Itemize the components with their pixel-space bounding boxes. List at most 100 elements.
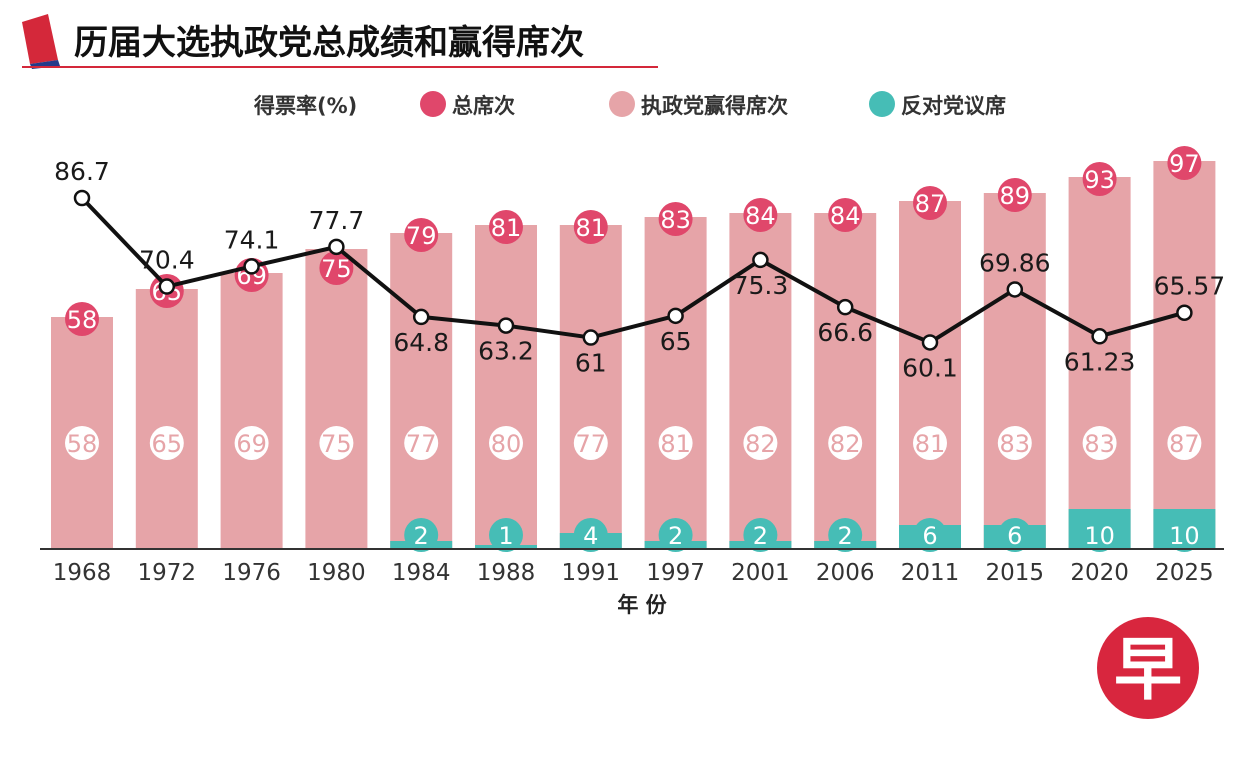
total-seats-bar-2015 (983, 193, 1046, 549)
total-seat-label-2006: 84 (830, 202, 861, 230)
total-seat-marker-2025 (1167, 146, 1202, 180)
ruling-seat-marker-2025 (1167, 426, 1202, 460)
vote-share-label-2025: 65.57 (1154, 272, 1226, 301)
logo-text: 早 (1114, 631, 1182, 710)
total-seat-label-1968: 58 (67, 306, 98, 334)
vote-share-label-1980: 77.7 (309, 206, 365, 235)
total-seats-bar-1991 (559, 225, 622, 549)
red-book-icon (22, 14, 58, 64)
total-seat-marker-1988 (489, 210, 523, 244)
opposition-seat-label-1991: 4 (583, 522, 598, 550)
opposition-seat-label-2020: 10 (1084, 522, 1115, 550)
opposition-seat-marker-1991 (573, 518, 608, 552)
year-tick-2006: 2006 (816, 560, 875, 586)
ruling-seat-label-2011: 81 (915, 430, 946, 458)
year-tick-1988: 1988 (477, 560, 536, 586)
total-seat-label-1984: 79 (406, 222, 437, 250)
title-block: 历届大选执政党总成绩和赢得席次 (22, 14, 658, 69)
opposition-seat-label-1984: 2 (414, 522, 429, 550)
total-seat-label-1988: 81 (491, 214, 522, 242)
vote-share-label-2011: 60.1 (902, 353, 958, 382)
ruling-seat-marker-1972 (149, 426, 184, 460)
year-tick-2020: 2020 (1070, 560, 1129, 586)
year-tick-2011: 2011 (901, 560, 960, 586)
legend-ruling-swatch (609, 91, 635, 117)
year-tick-1980: 1980 (307, 560, 366, 586)
legend-ruling-label: 执政党赢得席次 (641, 94, 788, 118)
ruling-seat-label-1997: 81 (660, 430, 691, 458)
year-tick-2015: 2015 (986, 560, 1045, 586)
vote-share-point-2001 (752, 251, 769, 269)
opposition-seat-label-1988: 1 (498, 522, 513, 550)
legend-opposition-label: 反对党议席 (901, 94, 1006, 118)
vote-share-label-1968: 86.7 (54, 157, 110, 186)
vote-share-label-2015: 69.86 (979, 248, 1051, 277)
ruling-seat-marker-2006 (828, 426, 863, 460)
ruling-seat-marker-2020 (1082, 426, 1117, 460)
ruling-seat-label-1972: 65 (152, 430, 183, 458)
vote-share-label-1984: 64.8 (393, 328, 449, 357)
vote-share-point-1991 (582, 329, 600, 346)
year-tick-1997: 1997 (646, 560, 705, 586)
vote-share-label-1997: 65 (660, 327, 692, 356)
vote-share-point-1988 (497, 317, 515, 334)
opposition-seat-label-2001: 2 (753, 522, 768, 550)
total-seats-bar-1976 (220, 273, 283, 549)
total-seats-bar-2006 (814, 213, 877, 549)
vote-share-label-1988: 63.2 (478, 337, 534, 366)
opposition-seat-label-2025: 10 (1169, 522, 1200, 550)
vote-share-label-2001: 75.3 (733, 271, 789, 300)
vote-share-point-1980 (328, 238, 345, 256)
ruling-seat-label-1976: 69 (236, 430, 267, 458)
x-axis-label: 年 份 (617, 593, 667, 617)
ruling-seat-label-1980: 75 (321, 430, 352, 458)
vote-share-point-1972 (158, 278, 176, 295)
zaobao-logo: 早 (1097, 617, 1199, 719)
year-tick-1968: 1968 (53, 560, 112, 586)
total-seat-marker-2020 (1082, 162, 1117, 196)
total-seat-marker-1997 (658, 202, 693, 236)
opposition-seat-label-2006: 2 (838, 522, 853, 550)
total-seat-marker-2001 (743, 198, 778, 232)
vote-share-point-2011 (921, 334, 939, 351)
ruling-seat-marker-2011 (913, 426, 947, 460)
vote-share-point-1984 (412, 308, 430, 326)
year-tick-1976: 1976 (222, 560, 281, 586)
total-seat-marker-1991 (573, 210, 608, 244)
legend-opposition-swatch (869, 91, 895, 117)
ruling-seat-label-1984: 77 (406, 430, 437, 458)
ruling-seat-marker-1968 (65, 426, 99, 460)
ruling-seat-labels: 58 65 69 75 77 80 77 81 82 82 81 83 83 87 (65, 426, 1202, 460)
total-seat-label-1991: 81 (576, 214, 607, 242)
total-seat-marker-2015 (997, 178, 1032, 212)
vote-share-line-layer: 86.7 70.4 74.1 77.7 64.8 63.2 61 65 75.3 66.6 60.1… (54, 157, 1225, 382)
legend-total-label: 总席次 (452, 94, 515, 118)
opposition-seat-label-2011: 6 (922, 522, 937, 550)
total-seats-bar-1988 (475, 225, 537, 549)
total-seats-bar-2011 (899, 201, 961, 549)
opposition-seat-marker-1984 (404, 518, 439, 552)
ruling-seat-marker-1997 (658, 426, 693, 460)
opposition-seat-marker-2011 (913, 518, 947, 552)
total-seat-marker-1984 (404, 218, 439, 252)
total-seats-bar-1997 (644, 217, 707, 549)
total-seat-label-2015: 89 (1000, 182, 1031, 210)
year-tick-1984: 1984 (392, 560, 451, 586)
total-seats-bar-2001 (729, 213, 792, 549)
total-seat-marker-1968 (65, 302, 99, 336)
vote-share-label-2006: 66.6 (817, 318, 873, 347)
ruling-seat-label-1991: 77 (576, 430, 607, 458)
legend: 得票率(%) 总席次 执政党赢得席次 反对党议席 (253, 91, 1006, 118)
ruling-seat-marker-1984 (404, 426, 439, 460)
total-seat-marker-2011 (913, 186, 947, 220)
chart-title: 历届大选执政党总成绩和赢得席次 (74, 23, 584, 63)
ruling-seat-label-1988: 80 (491, 430, 522, 458)
x-axis-ticks: 1968 1972 1976 1980 1984 1988 1991 1997 2001 2006… (53, 560, 1214, 586)
total-seat-label-2011: 87 (915, 190, 946, 218)
total-seat-label-1997: 83 (660, 206, 691, 234)
vote-share-label-1976: 74.1 (224, 225, 280, 254)
ruling-seat-label-2001: 82 (745, 430, 776, 458)
vote-share-point-1997 (667, 307, 684, 325)
ruling-seat-label-2006: 82 (830, 430, 861, 458)
